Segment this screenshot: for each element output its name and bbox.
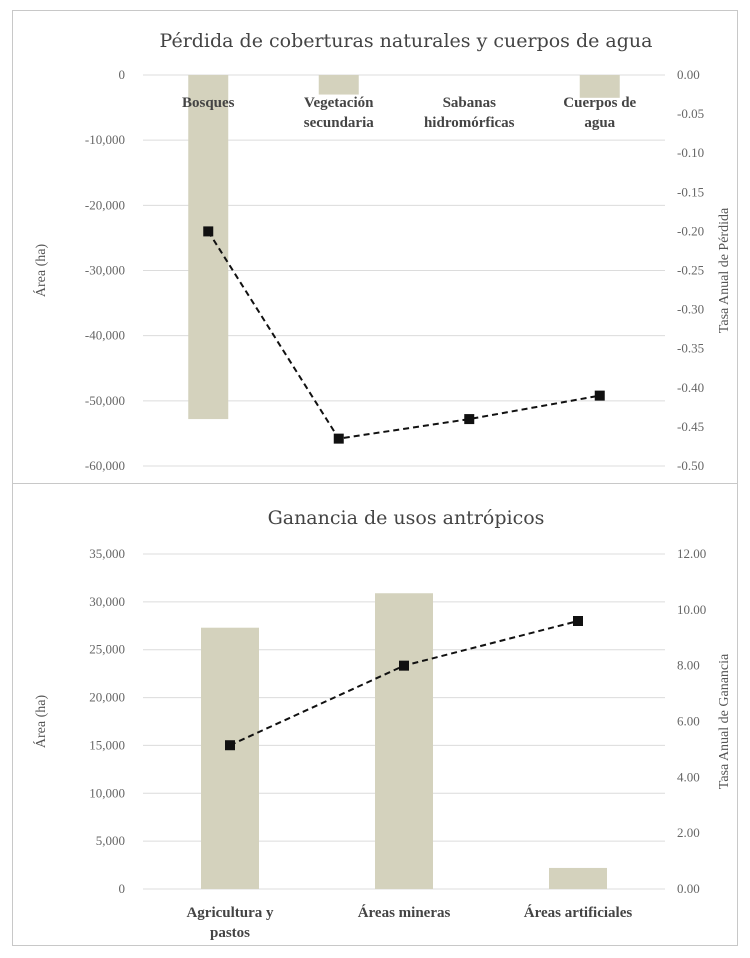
gain-chart-svg: Ganancia de usos antrópicos 0 5,000 10,000 1… bbox=[32, 507, 732, 941]
loss-category-label: Bosques bbox=[182, 95, 235, 111]
loss-rate-marker bbox=[594, 390, 605, 401]
gain-y-tick-label: 0 bbox=[119, 881, 126, 896]
gain-y2-tick-label: 10.00 bbox=[677, 602, 706, 617]
loss-y-tick-label: -30,000 bbox=[85, 263, 125, 278]
loss-y2-tick-label: -0.35 bbox=[677, 341, 704, 356]
loss-chart-svg: Pérdida de coberturas naturales y cuerpo… bbox=[32, 30, 732, 473]
chart-panel-loss: Pérdida de coberturas naturales y cuerpo… bbox=[12, 10, 738, 484]
loss-y2-tick-label: -0.30 bbox=[677, 302, 704, 317]
loss-y2-tick-label: -0.10 bbox=[677, 145, 704, 160]
loss-category-label: Sabanas hidromórficas bbox=[424, 95, 515, 131]
loss-y2-tick-label: 0.00 bbox=[677, 67, 700, 82]
gain-y-tick-label: 10,000 bbox=[89, 785, 125, 800]
loss-y-tick-label: -50,000 bbox=[85, 393, 125, 408]
gain-y-tick-label: 15,000 bbox=[89, 737, 125, 752]
loss-y2-tick-label: -0.05 bbox=[677, 106, 704, 121]
loss-rate-marker bbox=[464, 414, 475, 425]
gain-y2-axis-title: Tasa Anual de Ganancia bbox=[717, 653, 732, 789]
gain-rate-marker bbox=[573, 616, 583, 626]
loss-bar bbox=[318, 75, 359, 95]
gain-y2-tick-label: 6.00 bbox=[677, 714, 700, 729]
gain-chart-title: Ganancia de usos antrópicos bbox=[268, 507, 545, 529]
loss-rate-marker bbox=[203, 226, 214, 237]
loss-y-axis-title: Área (ha) bbox=[32, 244, 49, 298]
loss-y-tick-label: -40,000 bbox=[85, 328, 125, 343]
loss-y2-tick-label: -0.20 bbox=[677, 223, 704, 238]
loss-y2-axis-title: Tasa Anual de Pérdida bbox=[717, 207, 732, 333]
gain-y-axis-title: Área (ha) bbox=[32, 695, 49, 749]
gain-rate-marker bbox=[399, 660, 409, 671]
loss-y2-tick-label: -0.45 bbox=[677, 419, 704, 434]
gain-y2-tick-label: 0.00 bbox=[677, 881, 700, 896]
gain-bar bbox=[549, 867, 607, 889]
gain-category-label: Áreas artificiales bbox=[524, 904, 633, 921]
loss-y-tick-label: 0 bbox=[119, 67, 126, 82]
loss-bar bbox=[188, 75, 229, 420]
gain-category-label: Agricultura y pastos bbox=[186, 905, 274, 941]
loss-y-tick-label: -20,000 bbox=[85, 197, 125, 212]
gain-y-tick-label: 5,000 bbox=[96, 833, 125, 848]
loss-y2-tick-label: -0.40 bbox=[677, 380, 704, 395]
loss-rate-marker bbox=[333, 433, 344, 444]
gain-bar bbox=[201, 627, 259, 889]
loss-chart-title: Pérdida de coberturas naturales y cuerpo… bbox=[160, 30, 653, 52]
loss-y2-tick-label: -0.25 bbox=[677, 263, 704, 278]
gain-y-tick-label: 25,000 bbox=[89, 642, 125, 657]
gain-rate-marker bbox=[225, 740, 235, 751]
loss-y-tick-label: -60,000 bbox=[85, 458, 125, 473]
loss-y-tick-label: -10,000 bbox=[85, 132, 125, 147]
gain-y2-tick-label: 4.00 bbox=[677, 769, 700, 784]
loss-rate-line bbox=[207, 230, 600, 440]
loss-y2-tick-label: -0.15 bbox=[677, 184, 704, 199]
loss-category-label: Cuerpos de agua bbox=[563, 95, 636, 131]
gain-y2-tick-label: 12.00 bbox=[677, 546, 706, 561]
chart-panel-gain: Ganancia de usos antrópicos 0 5,000 10,000 1… bbox=[12, 484, 738, 946]
loss-category-label: Vegetación secundaria bbox=[304, 95, 375, 131]
gain-bar bbox=[375, 593, 433, 889]
loss-bar bbox=[579, 75, 620, 98]
loss-y2-tick-label: -0.50 bbox=[677, 458, 704, 473]
gain-category-label: Áreas mineras bbox=[358, 904, 451, 921]
gain-y-tick-label: 35,000 bbox=[89, 546, 125, 561]
gain-y-tick-label: 30,000 bbox=[89, 594, 125, 609]
gain-y-tick-label: 20,000 bbox=[89, 690, 125, 705]
gain-y2-tick-label: 2.00 bbox=[677, 825, 700, 840]
gain-y2-tick-label: 8.00 bbox=[677, 658, 700, 673]
